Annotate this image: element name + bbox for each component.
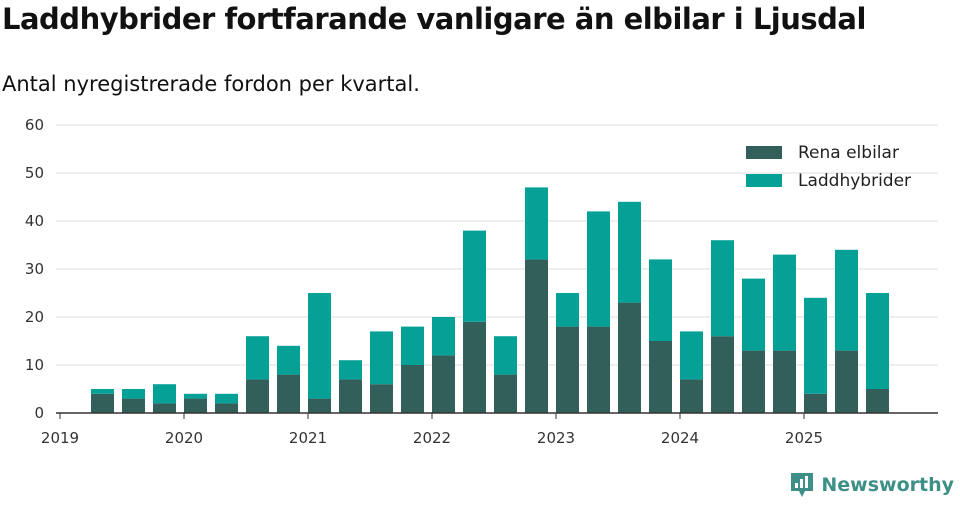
bar-rena-elbilar: [153, 403, 176, 413]
bar-laddhybrider: [432, 317, 455, 356]
bar-laddhybrider: [184, 393, 207, 399]
bar-laddhybrider: [153, 384, 176, 404]
chart-title: Laddhybrider fortfarande vanligare än el…: [2, 2, 866, 36]
bar-rena-elbilar: [866, 389, 889, 413]
bar-rena-elbilar: [587, 326, 610, 413]
axes: 0 10 20 30 40 50 60 2019 2020 2021 2022 2023 2024 202…: [25, 116, 938, 447]
bar-rena-elbilar: [370, 384, 393, 413]
bar-rena-elbilar: [618, 302, 641, 413]
y-tick-label: 60: [25, 116, 44, 134]
bar-laddhybrider: [246, 336, 269, 380]
bar-rena-elbilar: [401, 365, 424, 413]
bar-laddhybrider: [525, 187, 548, 260]
bar-laddhybrider: [556, 293, 579, 327]
bar-rena-elbilar: [432, 355, 455, 413]
x-tick-label: 2021: [289, 429, 327, 447]
legend: Rena elbilar Laddhybrider: [746, 143, 911, 191]
bar-laddhybrider: [401, 326, 424, 365]
newsworthy-logo-icon: [791, 473, 814, 497]
bar-rena-elbilar: [556, 326, 579, 413]
bar-laddhybrider: [835, 249, 858, 351]
bar-laddhybrider: [463, 230, 486, 322]
bar-laddhybrider: [215, 393, 238, 404]
y-tick-label: 20: [25, 308, 44, 326]
legend-label: Laddhybrider: [798, 171, 911, 191]
brand-logo: Newsworthy: [789, 471, 954, 499]
bar-rena-elbilar: [680, 379, 703, 413]
bar-laddhybrider: [277, 345, 300, 375]
bars: [91, 187, 889, 413]
x-tick-label: 2019: [41, 429, 79, 447]
bar-laddhybrider: [122, 389, 145, 399]
bar-rena-elbilar: [711, 336, 734, 413]
bar-rena-elbilar: [339, 379, 362, 413]
bar-laddhybrider: [308, 293, 331, 399]
y-tick-label: 0: [34, 404, 44, 422]
bar-laddhybrider: [91, 389, 114, 394]
y-tick-label: 30: [25, 260, 44, 278]
bar-rena-elbilar: [525, 259, 548, 413]
bar-laddhybrider: [680, 331, 703, 380]
bar-laddhybrider: [370, 331, 393, 385]
bar-rena-elbilar: [122, 398, 145, 413]
bar-rena-elbilar: [215, 403, 238, 413]
bar-laddhybrider: [649, 259, 672, 341]
x-tick-label: 2023: [537, 429, 575, 447]
chart-subtitle: Antal nyregistrerade fordon per kvartal.: [2, 72, 420, 96]
bar-rena-elbilar: [246, 379, 269, 413]
bar-rena-elbilar: [773, 350, 796, 413]
x-tick-label: 2020: [165, 429, 203, 447]
bar-rena-elbilar: [494, 374, 517, 413]
bar-rena-elbilar: [649, 341, 672, 413]
bar-rena-elbilar: [742, 350, 765, 413]
bar-laddhybrider: [494, 336, 517, 375]
bar-rena-elbilar: [463, 321, 486, 413]
bar-rena-elbilar: [184, 398, 207, 413]
legend-label: Rena elbilar: [798, 143, 899, 163]
bar-rena-elbilar: [277, 374, 300, 413]
x-tick-label: 2022: [413, 429, 451, 447]
y-tick-label: 50: [25, 164, 44, 182]
x-tick-label: 2024: [661, 429, 699, 447]
legend-swatch: [746, 174, 782, 187]
bar-laddhybrider: [804, 297, 827, 394]
bar-laddhybrider: [742, 278, 765, 351]
legend-swatch: [746, 146, 782, 159]
bar-rena-elbilar: [308, 398, 331, 413]
bar-rena-elbilar: [804, 393, 827, 413]
bar-laddhybrider: [339, 360, 362, 380]
bar-rena-elbilar: [91, 393, 114, 413]
y-tick-label: 40: [25, 212, 44, 230]
bar-laddhybrider: [866, 293, 889, 389]
bar-laddhybrider: [711, 240, 734, 337]
x-tick-label: 2025: [785, 429, 823, 447]
bar-laddhybrider: [773, 254, 796, 351]
bar-laddhybrider: [618, 201, 641, 303]
bar-rena-elbilar: [835, 350, 858, 413]
brand-name: Newsworthy: [821, 474, 954, 496]
bar-laddhybrider: [587, 211, 610, 327]
y-tick-label: 10: [25, 356, 44, 374]
